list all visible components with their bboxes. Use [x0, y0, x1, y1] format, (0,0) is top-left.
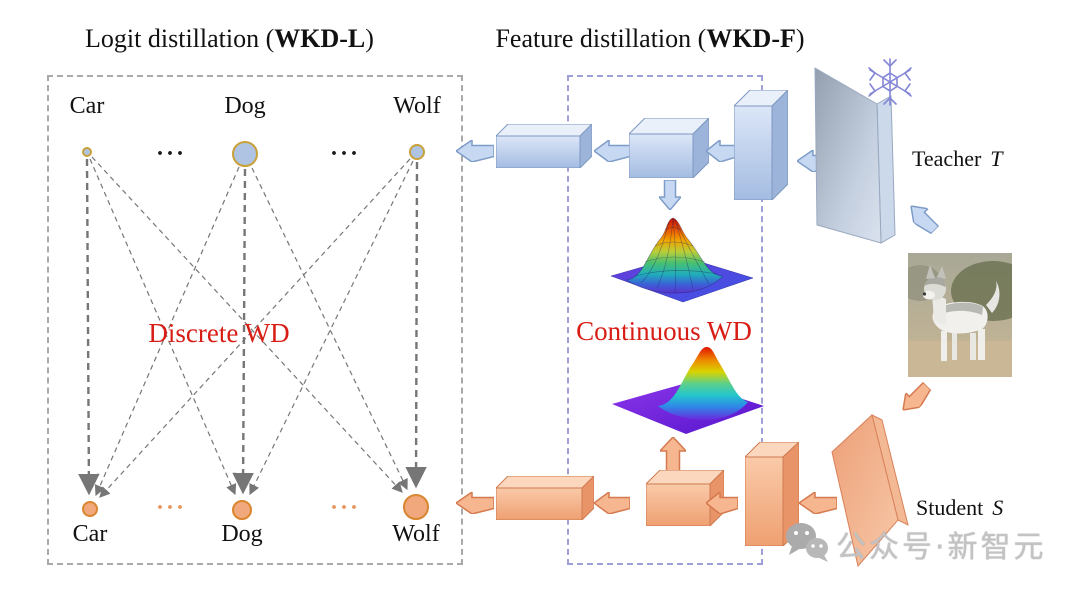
student-flow-arrow-3-icon	[706, 492, 738, 514]
student-flow-arrow-4-icon	[799, 492, 837, 514]
teacher-flow-arrow-3-icon	[706, 140, 738, 162]
logit-title-suffix: )	[365, 24, 374, 53]
husky-input-image	[908, 253, 1012, 377]
logit-distillation-panel: Car Dog Wolf ... ... Discrete WD ... ...…	[47, 75, 463, 565]
snowflake-icon	[868, 58, 912, 106]
teacher-feature-block-cube	[629, 118, 709, 178]
node-bottom-wolf	[403, 494, 429, 520]
bottom-ellipsis-right: ...	[331, 489, 361, 515]
teacher-label-text: Teacher	[912, 146, 982, 171]
image-to-teacher-arrow	[904, 199, 942, 237]
image-to-student-arrow	[896, 379, 934, 417]
node-bottom-car	[82, 501, 98, 517]
feature-title-prefix: Feature distillation (	[495, 24, 707, 53]
feature-panel-title: Feature distillation (WKD-F)	[480, 24, 820, 54]
student-feature-block-slab	[745, 442, 799, 546]
student-label-text: Student	[916, 495, 984, 520]
teacher-flow-arrow-out-icon	[456, 140, 494, 162]
logit-panel-title: Logit distillation (WKD-L)	[52, 24, 407, 54]
student-backbone-slab	[831, 414, 909, 568]
student-flow-arrow-out-icon	[456, 492, 494, 514]
student-gaussian-surface	[612, 347, 764, 434]
top-ellipsis-right: ...	[331, 135, 361, 161]
feature-title-suffix: )	[795, 24, 805, 53]
teacher-feature-block-long	[496, 124, 592, 168]
teacher-flow-arrow-2-icon	[594, 140, 630, 162]
teacher-to-gaussian-arrow-icon	[659, 180, 681, 210]
teacher-label: Teacher T	[912, 146, 1003, 172]
teacher-feature-block-slab	[734, 90, 788, 200]
teacher-backbone-slab	[814, 67, 896, 244]
student-feature-block-long	[496, 476, 594, 520]
node-top-dog	[232, 141, 258, 167]
student-flow-arrow-2-icon	[594, 492, 630, 514]
student-label: Student S	[916, 495, 1003, 521]
student-to-gaussian-arrow-icon	[660, 437, 686, 471]
node-top-car	[82, 147, 92, 157]
student-symbol: S	[992, 495, 1004, 520]
bottom-label-dog: Dog	[221, 521, 263, 547]
node-bottom-dog	[232, 500, 252, 520]
bottom-label-wolf: Wolf	[392, 521, 440, 547]
up-left-arrow-icon	[910, 205, 940, 235]
teacher-symbol: T	[990, 146, 1003, 171]
node-top-wolf	[409, 144, 425, 160]
watermark-text: 公众号·新智元	[836, 530, 1047, 565]
feature-title-bold: WKD-F	[706, 24, 796, 53]
top-ellipsis-left: ...	[157, 135, 187, 161]
continuous-wd-label: Continuous WD	[576, 316, 752, 346]
logit-title-prefix: Logit distillation (	[85, 24, 275, 53]
top-label-dog: Dog	[224, 93, 266, 119]
feature-distillation-box	[567, 75, 763, 565]
teacher-gaussian-surface	[610, 217, 754, 303]
wechat-icon	[786, 523, 828, 562]
husky-dog	[922, 265, 1000, 361]
transport-mapping-lines	[78, 156, 427, 498]
down-left-arrow-icon	[902, 381, 932, 411]
top-label-wolf: Wolf	[393, 93, 441, 119]
discrete-wd-label: Discrete WD	[148, 318, 290, 348]
bottom-label-car: Car	[72, 521, 108, 547]
bottom-ellipsis-left: ...	[157, 489, 187, 515]
logit-title-bold: WKD-L	[274, 24, 366, 53]
top-label-car: Car	[69, 93, 105, 119]
